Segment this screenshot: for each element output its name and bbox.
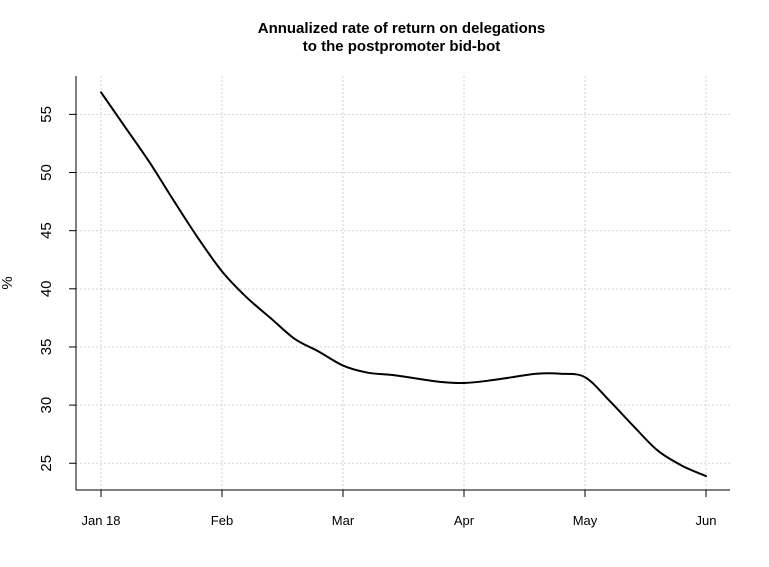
x-tick-label: Feb xyxy=(211,513,233,528)
y-tick-label: 35 xyxy=(38,339,55,356)
series-line xyxy=(100,91,707,478)
chart-title: Annualized rate of return on delegations… xyxy=(0,20,769,56)
x-tick-label: May xyxy=(573,513,598,528)
y-tick-label: 30 xyxy=(38,397,55,414)
y-tick-label: 25 xyxy=(38,455,55,472)
x-tick-label: Jan 18 xyxy=(81,513,120,528)
x-tick-label: Jun xyxy=(696,513,717,528)
y-tick-label: 55 xyxy=(38,106,55,123)
grid-layer xyxy=(76,76,730,490)
chart-title-line-1: Annualized rate of return on delegations xyxy=(257,20,546,37)
series-layer xyxy=(100,91,707,478)
x-tick-label: Apr xyxy=(454,513,475,528)
x-tick-label: Mar xyxy=(332,513,355,528)
axes-layer: Jan 18 Feb Mar Apr May Jun 25 30 35 40 45 50 55 xyxy=(38,76,730,528)
chart-title-line-2: to the postpromoter bid-bot xyxy=(302,38,501,55)
y-axis-label: % xyxy=(0,276,16,289)
y-tick-label: 45 xyxy=(38,222,55,239)
y-tick-label: 40 xyxy=(38,280,55,297)
y-tick-label: 50 xyxy=(38,164,55,181)
